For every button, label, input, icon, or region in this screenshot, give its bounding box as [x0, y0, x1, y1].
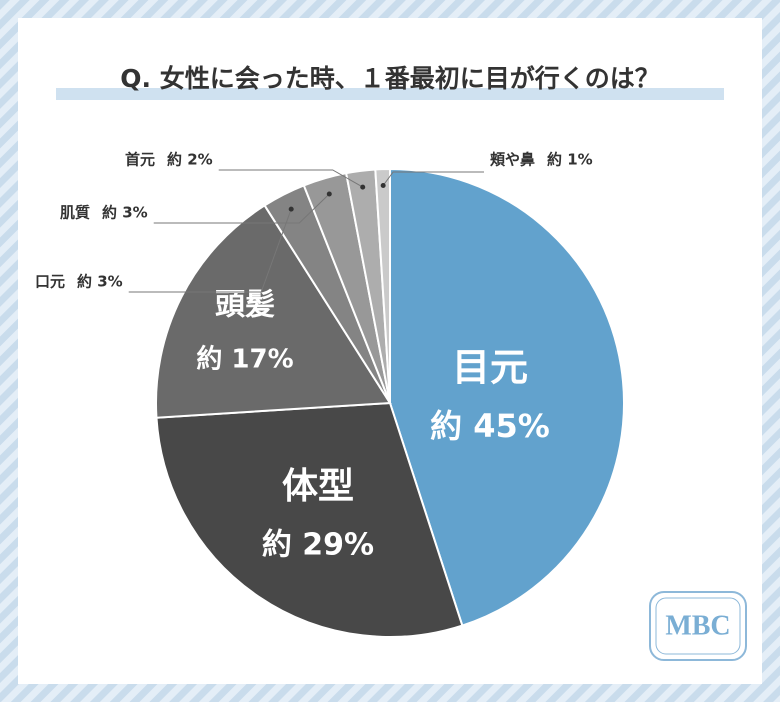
leader-dot [360, 184, 366, 190]
slice-name: 頬や鼻 [490, 151, 535, 169]
pie [155, 167, 625, 638]
logo: MBC [649, 591, 747, 661]
slice-value-label: 約 45% [430, 407, 550, 445]
leader-line [218, 169, 363, 188]
slice-name: 口元 [35, 273, 65, 291]
slice-name: 首元 [125, 151, 155, 169]
slice-value-label: 約 1% [547, 151, 593, 169]
slice-value-label: 約 29% [262, 528, 374, 563]
leader-dot [326, 191, 332, 197]
title-underline [56, 88, 724, 100]
slice-name: 頭髪 [215, 288, 275, 323]
slice-name: 目元 [452, 346, 528, 390]
leader-dot [288, 206, 294, 212]
pie-slice [389, 167, 625, 627]
pie-slice [374, 167, 391, 404]
slice-value-label: 約 2% [167, 151, 213, 169]
slice-name: 体型 [282, 466, 354, 507]
pie-slice [155, 401, 464, 638]
slice-value-label: 約 3% [102, 204, 148, 222]
leader-line [153, 193, 330, 224]
leader-line [128, 208, 292, 293]
leader-dot [380, 182, 386, 188]
slice-value-label: 約 17% [196, 344, 293, 375]
pie-slice [155, 204, 392, 419]
slice-value-label: 約 3% [77, 273, 123, 291]
slice-name: 肌質 [60, 204, 90, 222]
logo-text: MBC [665, 610, 730, 641]
leader-line [382, 171, 484, 186]
chart-title: Q. 女性に会った時、１番最初に目が行くのは？ [120, 64, 659, 93]
